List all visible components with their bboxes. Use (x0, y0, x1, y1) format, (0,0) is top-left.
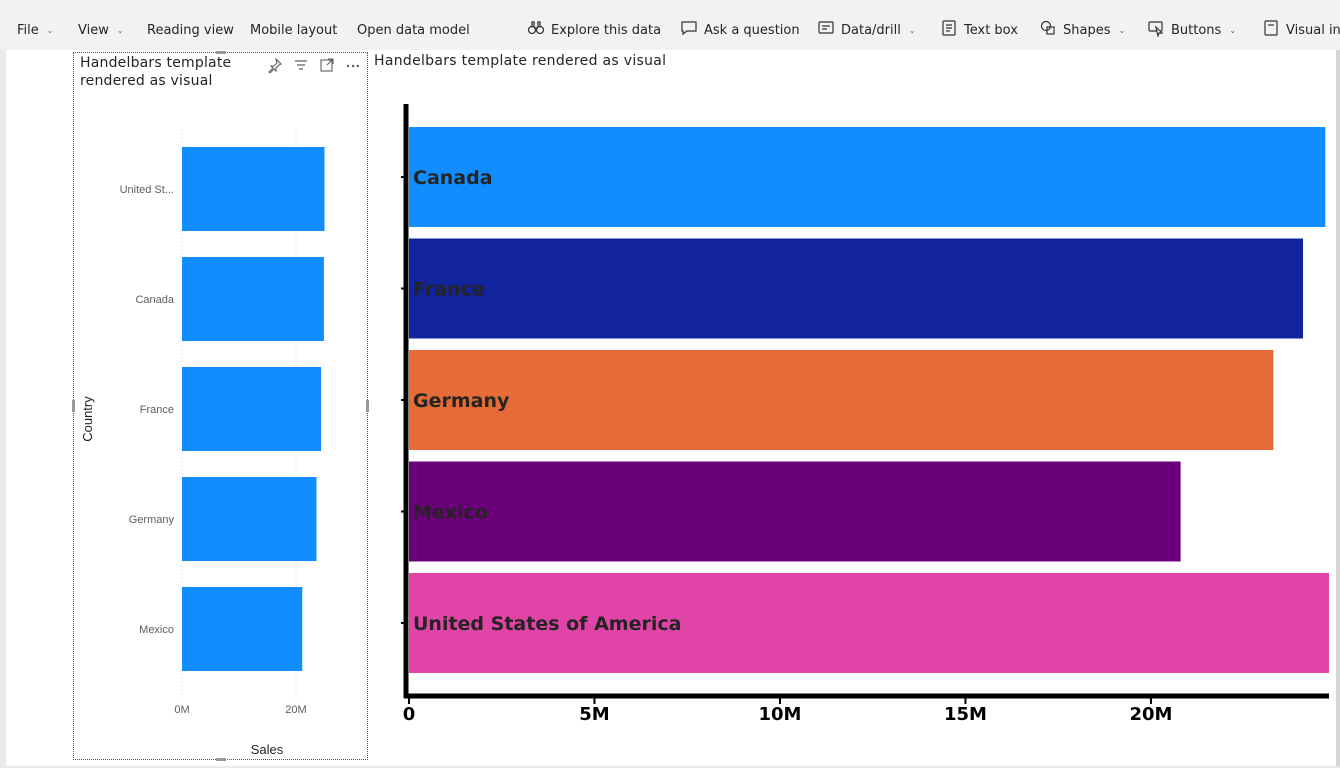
y-axis-title: Country (80, 396, 95, 442)
big-bar-chart[interactable]: Canada France Germany Mexico United States o… (374, 74, 1336, 734)
shapes-label: Shapes (1063, 22, 1111, 38)
x-axis-title: Sales (251, 742, 284, 757)
view-menu[interactable]: View ⌄ (78, 16, 124, 44)
shapes-icon (1039, 19, 1057, 41)
bar-category-label: Mexico (413, 502, 488, 524)
resize-handle-top[interactable] (216, 51, 226, 54)
filter-icon[interactable] (293, 57, 309, 73)
bar (409, 238, 1304, 339)
x-tick-label: 20M (285, 704, 306, 716)
bar (409, 573, 1329, 673)
resize-handle-left[interactable] (72, 400, 75, 412)
chevron-down-icon: ⌄ (46, 25, 54, 35)
bar (182, 147, 325, 231)
bar (409, 350, 1274, 450)
mobile-layout-button[interactable]: Mobile layout (250, 16, 337, 44)
x-tick-label: 0 (403, 704, 416, 725)
y-category-label: Canada (135, 294, 174, 306)
small-bar-chart-visual[interactable]: Handelbars template rendered as visual 0… (72, 51, 369, 761)
binoculars-icon (527, 19, 545, 41)
chevron-down-icon: ⌄ (908, 25, 916, 35)
text-box-icon (940, 19, 958, 41)
bar (182, 477, 317, 561)
y-category-label: France (140, 404, 174, 416)
resize-handle-right[interactable] (366, 400, 369, 412)
x-tick-label: 15M (944, 704, 987, 725)
open-data-model-label: Open data model (357, 22, 470, 38)
visual-interactions-button[interactable]: Visual int (1262, 16, 1340, 44)
chat-bubble-icon (680, 19, 698, 41)
view-menu-label: View (78, 22, 109, 38)
chevron-down-icon: ⌄ (116, 25, 124, 35)
x-tick-label: 20M (1129, 704, 1172, 725)
text-box-label: Text box (964, 22, 1018, 38)
bar-category-label: Canada (413, 167, 493, 189)
big-visual-title: Handelbars template rendered as visual (374, 53, 667, 69)
file-menu[interactable]: File ⌄ (17, 16, 53, 44)
report-toolbar: File ⌄ View ⌄ Reading view Mobile layout… (0, 0, 1340, 50)
y-category-label: Germany (129, 514, 175, 526)
x-tick-label: 10M (758, 704, 801, 725)
x-tick-label: 5M (579, 704, 609, 725)
explore-this-data-button[interactable]: Explore this data (527, 16, 661, 44)
mobile-layout-label: Mobile layout (250, 22, 338, 38)
bar (182, 257, 324, 341)
buttons-label: Buttons (1171, 22, 1222, 38)
bar-category-label: Germany (413, 390, 510, 412)
small-bar-chart: 0M 20M United St... Canada France Germany Mexi… (80, 129, 325, 757)
more-options-icon[interactable] (345, 57, 361, 73)
open-data-model-button[interactable]: Open data model (357, 16, 470, 44)
visual-header (265, 57, 363, 73)
small-visual-title: Handelbars template rendered as visual (80, 55, 232, 89)
shapes-menu[interactable]: Shapes ⌄ (1039, 16, 1125, 44)
bar (409, 127, 1326, 227)
bar (409, 461, 1181, 562)
buttons-menu[interactable]: Buttons ⌄ (1147, 16, 1236, 44)
bar-category-label: France (413, 279, 485, 301)
data-drill-menu[interactable]: Data/drill ⌄ (817, 16, 916, 44)
bar-category-label: United States of America (413, 613, 681, 635)
pin-icon[interactable] (267, 57, 283, 73)
ask-a-question-button[interactable]: Ask a question (680, 16, 800, 44)
data-drill-label: Data/drill (841, 22, 901, 38)
canvas-scrollbar[interactable] (1336, 50, 1340, 766)
bar (182, 367, 322, 451)
file-menu-label: File (17, 22, 39, 38)
x-tick-label: 0M (174, 704, 189, 716)
resize-handle-bottom[interactable] (216, 758, 226, 761)
y-category-label: United St... (120, 184, 174, 196)
ask-a-question-label: Ask a question (704, 22, 800, 38)
visual-interactions-icon (1262, 19, 1280, 41)
chevron-down-icon: ⌄ (1229, 25, 1237, 35)
visual-interactions-label: Visual int (1286, 22, 1340, 38)
chevron-down-icon: ⌄ (1118, 25, 1126, 35)
bar (182, 587, 303, 671)
cursor-icon (1147, 19, 1165, 41)
focus-mode-icon[interactable] (319, 57, 335, 73)
y-category-label: Mexico (139, 624, 174, 636)
text-box-button[interactable]: Text box (940, 16, 1018, 44)
drill-icon (817, 19, 835, 41)
explore-this-data-label: Explore this data (551, 22, 662, 38)
reading-view-label: Reading view (147, 22, 234, 38)
reading-view-button[interactable]: Reading view (147, 16, 234, 44)
